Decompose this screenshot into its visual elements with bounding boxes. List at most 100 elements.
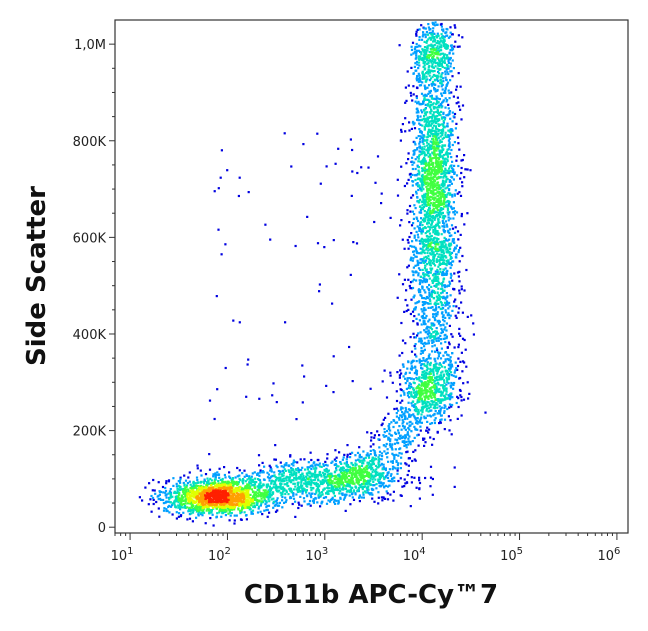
event-dot — [444, 88, 447, 91]
event-dot — [465, 365, 468, 368]
event-dot — [445, 47, 448, 50]
event-dot — [445, 292, 448, 295]
event-dot — [438, 141, 441, 144]
event-dot — [423, 279, 426, 282]
event-dot — [245, 518, 248, 521]
event-dots — [138, 21, 487, 527]
event-dot — [435, 386, 438, 389]
event-dot — [348, 484, 351, 487]
event-dot — [448, 170, 451, 173]
event-dot — [344, 480, 347, 483]
event-dot — [431, 117, 434, 120]
event-dot — [407, 247, 410, 250]
event-dot — [266, 508, 269, 511]
event-dot — [415, 391, 418, 394]
event-dot — [432, 225, 435, 229]
event-dot — [306, 482, 309, 485]
event-dot — [435, 122, 438, 125]
event-dot — [445, 171, 448, 175]
event-dot — [425, 268, 428, 271]
event-dot — [417, 177, 420, 180]
event-dot — [431, 379, 434, 382]
event-dot — [312, 479, 315, 482]
event-dot — [420, 189, 423, 192]
event-dot — [260, 486, 263, 489]
event-dot — [176, 490, 179, 493]
event-dot — [351, 148, 354, 152]
event-dot — [438, 200, 441, 203]
event-dot — [297, 485, 300, 489]
event-dot — [427, 242, 430, 245]
event-dot — [381, 483, 384, 486]
event-dot — [422, 238, 426, 241]
event-dot — [389, 440, 392, 443]
event-dot — [425, 122, 428, 125]
event-dot — [413, 425, 416, 428]
event-dot — [314, 475, 317, 478]
event-dot — [429, 71, 432, 74]
event-dot — [279, 485, 282, 488]
event-dot — [412, 123, 415, 126]
event-dot — [177, 501, 180, 504]
event-dot — [419, 289, 422, 292]
event-dot — [397, 454, 400, 457]
event-dot — [178, 499, 182, 502]
event-dot — [439, 23, 442, 26]
event-dot — [419, 178, 422, 181]
event-dot — [449, 193, 452, 196]
event-dot — [437, 280, 440, 283]
event-dot — [430, 339, 433, 342]
event-dot — [428, 228, 432, 231]
event-dot — [442, 221, 445, 224]
event-dot — [413, 213, 416, 216]
event-dot — [432, 102, 435, 105]
event-dot — [411, 259, 414, 262]
event-dot — [410, 481, 413, 484]
event-dot — [192, 485, 195, 488]
event-dot — [340, 478, 343, 481]
event-dot — [448, 92, 451, 95]
event-dot — [426, 188, 429, 191]
event-dot — [445, 246, 449, 249]
event-dot — [431, 279, 434, 282]
event-dot — [411, 167, 414, 171]
event-dot — [411, 180, 414, 183]
event-dot — [416, 401, 419, 404]
event-dot — [292, 464, 295, 467]
event-dot — [446, 251, 449, 254]
event-dot — [426, 240, 430, 243]
event-dot — [429, 372, 432, 375]
event-dot — [454, 246, 457, 249]
event-dot — [445, 68, 448, 71]
event-dot — [445, 45, 448, 48]
event-dot — [434, 62, 437, 65]
event-dot — [440, 406, 443, 409]
event-dot — [446, 122, 449, 125]
event-dot — [434, 398, 437, 402]
event-dot — [369, 445, 372, 448]
event-dot — [208, 399, 212, 402]
event-dot — [152, 502, 155, 506]
event-dot — [256, 485, 259, 488]
event-dot — [268, 485, 271, 488]
event-dot — [214, 475, 217, 478]
event-dot — [242, 482, 245, 485]
event-dot — [422, 65, 425, 68]
event-dot — [410, 298, 413, 301]
event-dot — [424, 291, 427, 294]
event-dot — [421, 35, 424, 38]
event-dot — [461, 370, 464, 373]
event-dot — [259, 486, 262, 489]
event-dot — [395, 421, 399, 424]
event-dot — [484, 411, 487, 414]
event-dot — [451, 207, 454, 211]
event-dot — [405, 481, 408, 484]
event-dot — [442, 176, 445, 179]
event-dot — [326, 453, 329, 456]
event-dot — [407, 457, 410, 460]
event-dot — [414, 343, 417, 346]
event-dot — [391, 461, 394, 464]
event-dot — [274, 510, 278, 513]
event-dot — [408, 173, 411, 176]
